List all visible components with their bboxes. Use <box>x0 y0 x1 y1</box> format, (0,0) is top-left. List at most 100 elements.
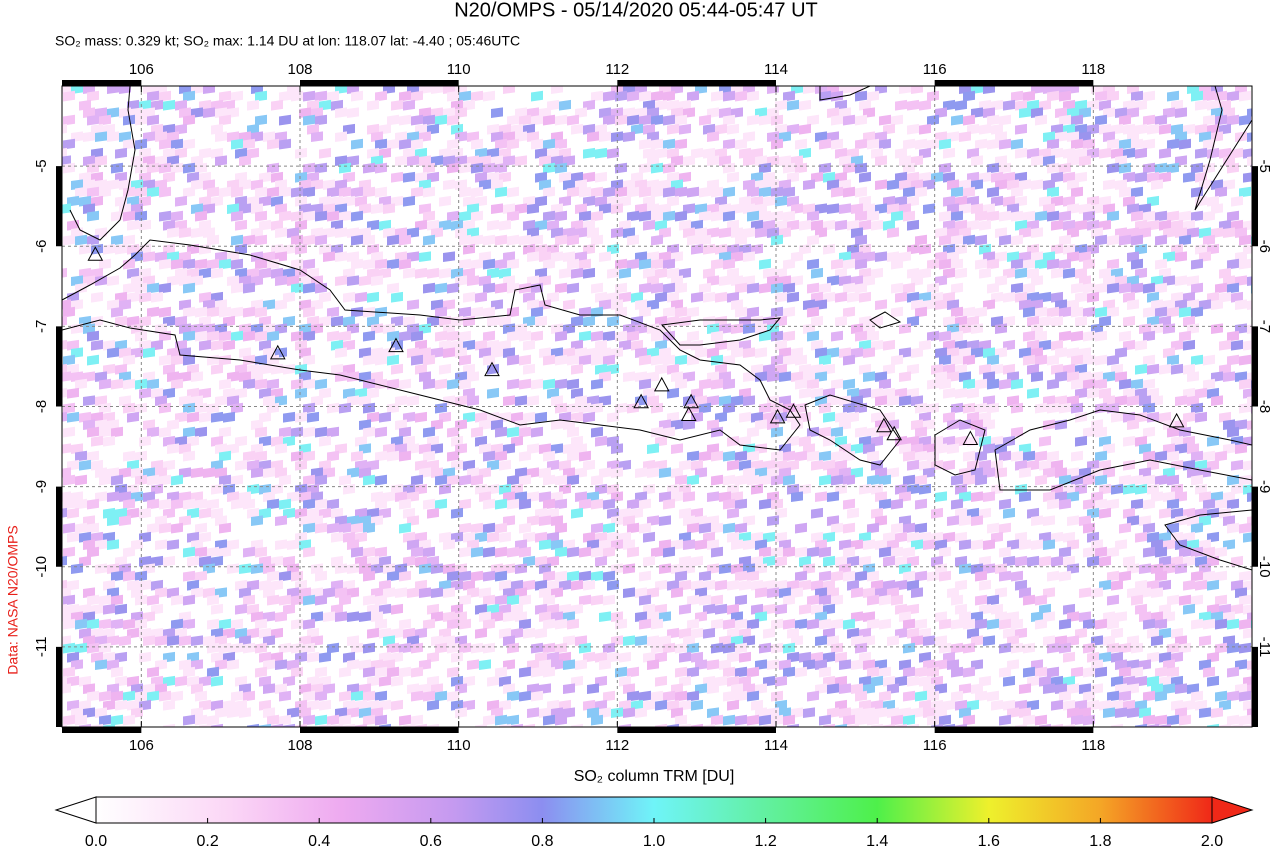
pixel <box>331 99 343 111</box>
pixel <box>1239 618 1251 630</box>
pixel <box>1023 354 1035 366</box>
pixel <box>347 275 359 287</box>
pixel <box>399 522 411 534</box>
pixel <box>255 186 267 198</box>
pixel <box>327 90 339 102</box>
pixel <box>783 90 795 102</box>
pixel <box>251 515 263 527</box>
pixel <box>555 114 567 126</box>
pixel <box>323 179 335 191</box>
pixel <box>675 282 687 294</box>
pixel <box>219 546 231 558</box>
pixel <box>635 467 647 479</box>
pixel <box>691 699 703 711</box>
pixel <box>827 179 839 191</box>
pixel <box>783 714 795 726</box>
pixel <box>987 138 999 150</box>
pixel <box>1203 114 1215 126</box>
pixel <box>99 114 111 126</box>
pixel <box>459 186 471 198</box>
pixel <box>327 426 339 438</box>
pixel <box>743 347 755 359</box>
pixel <box>479 275 491 287</box>
pixel <box>915 570 927 582</box>
pixel <box>435 282 447 294</box>
pixel <box>663 162 675 174</box>
pixel <box>579 546 591 558</box>
pixel <box>571 579 583 591</box>
pixel <box>827 203 839 215</box>
pixel <box>187 411 199 423</box>
pixel <box>555 714 567 726</box>
pixel <box>915 402 927 414</box>
pixel <box>1215 114 1227 126</box>
pixel <box>471 522 483 534</box>
pixel <box>567 282 579 294</box>
pixel <box>147 474 159 486</box>
pixel <box>351 522 363 534</box>
pixel <box>483 258 495 270</box>
pixel <box>1107 258 1119 270</box>
pixel <box>743 395 755 407</box>
pixel <box>1107 642 1119 654</box>
pixel <box>651 210 663 222</box>
pixel <box>971 491 983 503</box>
pixel <box>67 411 79 423</box>
pixel <box>1159 123 1171 135</box>
pixel <box>1167 138 1179 150</box>
pixel <box>531 330 543 342</box>
pixel <box>843 162 855 174</box>
pixel <box>699 114 711 126</box>
pixel <box>555 618 567 630</box>
pixel <box>1143 546 1155 558</box>
pixel <box>1059 498 1071 510</box>
pixel <box>431 563 443 575</box>
pixel <box>387 450 399 462</box>
pixel <box>951 354 963 366</box>
pixel <box>475 171 487 183</box>
pixel <box>615 330 627 342</box>
pixel <box>1131 258 1143 270</box>
pixel <box>1191 474 1203 486</box>
pixel <box>743 539 755 551</box>
pixel <box>879 618 891 630</box>
pixel <box>1131 474 1143 486</box>
pixel <box>407 155 419 167</box>
pixel <box>771 546 783 558</box>
pixel <box>399 498 411 510</box>
pixel <box>703 267 715 279</box>
pixel <box>763 627 775 639</box>
pixel <box>207 498 219 510</box>
pixel <box>191 467 203 479</box>
pixel <box>139 507 151 519</box>
pixel <box>595 555 607 567</box>
pixel <box>691 243 703 255</box>
frame-bar <box>300 727 459 733</box>
pixel <box>867 594 879 606</box>
pixel <box>971 515 983 527</box>
pixel <box>543 714 555 726</box>
pixel <box>227 707 239 719</box>
pixel <box>387 282 399 294</box>
pixel <box>699 594 711 606</box>
pixel <box>539 515 551 527</box>
pixel <box>447 450 459 462</box>
pixel <box>247 99 259 111</box>
pixel <box>707 155 719 167</box>
pixel <box>1047 666 1059 678</box>
pixel <box>519 450 531 462</box>
pixel <box>639 138 651 150</box>
pixel <box>243 234 255 246</box>
y-tick-label: -7 <box>1256 320 1272 333</box>
pixel <box>847 507 859 519</box>
pixel <box>771 714 783 726</box>
pixel <box>103 243 115 255</box>
pixel <box>807 618 819 630</box>
pixel <box>971 203 983 215</box>
pixel <box>471 474 483 486</box>
pixel <box>747 474 759 486</box>
pixel <box>903 642 915 654</box>
pixel <box>855 642 867 654</box>
pixel <box>1059 642 1071 654</box>
pixel <box>315 594 327 606</box>
